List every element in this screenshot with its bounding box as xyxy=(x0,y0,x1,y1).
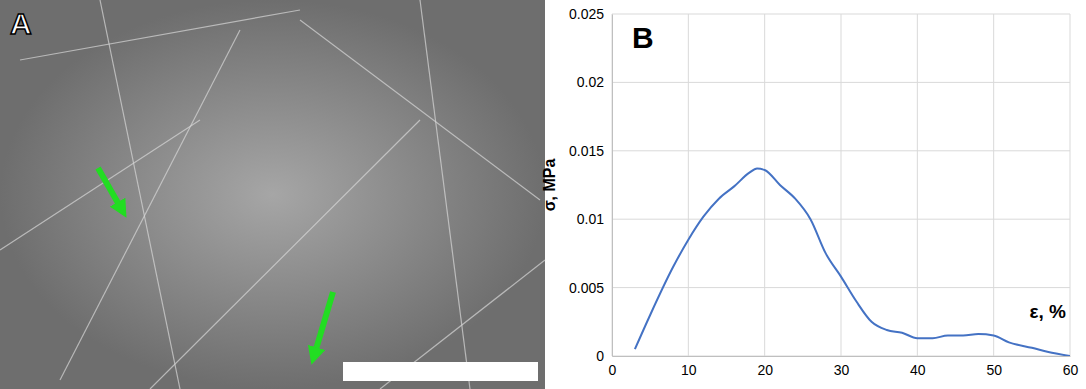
fibre xyxy=(300,20,540,200)
tick-label: 60 xyxy=(1063,362,1079,378)
grid-line xyxy=(688,14,689,356)
axis-title: ε, % xyxy=(1030,301,1067,322)
tick-label: 30 xyxy=(834,362,850,378)
panel-label: A xyxy=(10,7,32,40)
grid-line xyxy=(1070,14,1071,356)
tick: 0 xyxy=(596,348,612,364)
tick: 50 xyxy=(986,356,1002,378)
axis-line xyxy=(612,15,613,357)
panel-label: B xyxy=(632,21,654,54)
axis-title: σ, MPa xyxy=(541,159,558,212)
micrograph xyxy=(0,0,545,389)
x-axis: 0 10 20 30 40 50 60 xyxy=(609,356,1079,378)
tick: 60 xyxy=(1063,356,1079,378)
tick: 0.015 xyxy=(569,143,612,159)
tick-label: 0 xyxy=(609,362,617,378)
fibre xyxy=(0,120,200,250)
fibre xyxy=(420,0,470,389)
tick-label: 0.015 xyxy=(569,143,604,159)
grid-line xyxy=(612,356,1070,357)
figure: A 0 10 20 30 40 50 60 0 0.005 0.01 0.015 0.02 0.025 σ,… xyxy=(0,0,1086,389)
fibre xyxy=(20,10,300,60)
tick: 0.01 xyxy=(577,211,612,227)
tick-label: 50 xyxy=(986,362,1002,378)
tick-label: 0.02 xyxy=(577,74,604,90)
tick-label: 0.005 xyxy=(569,280,604,296)
scale-bar xyxy=(343,362,538,381)
tick: 0.005 xyxy=(569,280,612,296)
tick: 30 xyxy=(834,356,850,378)
tick: 0.02 xyxy=(577,74,612,90)
arrow xyxy=(314,292,333,356)
y-axis: 0 0.005 0.01 0.015 0.02 0.025 xyxy=(569,6,613,364)
grid-line xyxy=(841,14,842,356)
fibre xyxy=(60,30,240,380)
tick-label: 0 xyxy=(596,348,604,364)
panel-b: 0 10 20 30 40 50 60 0 0.005 0.01 0.015 0.02 0.025 σ, … xyxy=(541,6,1079,378)
tick: 0.025 xyxy=(569,6,612,22)
tick: 20 xyxy=(757,356,773,378)
panel-a: A xyxy=(0,0,545,389)
axis-line xyxy=(613,356,1071,357)
data-line xyxy=(635,169,1070,356)
grid-line xyxy=(612,287,1070,288)
tick-label: 0.01 xyxy=(577,211,604,227)
grid-line xyxy=(612,219,1070,220)
tick: 40 xyxy=(910,356,926,378)
grid-line xyxy=(612,150,1070,151)
tick-label: 40 xyxy=(910,362,926,378)
arrow xyxy=(98,168,122,210)
grid-line xyxy=(917,14,918,356)
tick-label: 10 xyxy=(681,362,697,378)
grid-line xyxy=(612,14,613,356)
tick-label: 0.025 xyxy=(569,6,604,22)
grid-line xyxy=(612,14,1070,15)
tick-label: 20 xyxy=(757,362,773,378)
tick: 10 xyxy=(681,356,697,378)
fibre xyxy=(150,120,420,389)
grid-line xyxy=(764,14,765,356)
plot-area xyxy=(635,169,1070,356)
grid-line xyxy=(993,14,994,356)
grid-line xyxy=(612,82,1070,83)
tick: 0 xyxy=(609,356,617,378)
grid xyxy=(612,14,1070,356)
